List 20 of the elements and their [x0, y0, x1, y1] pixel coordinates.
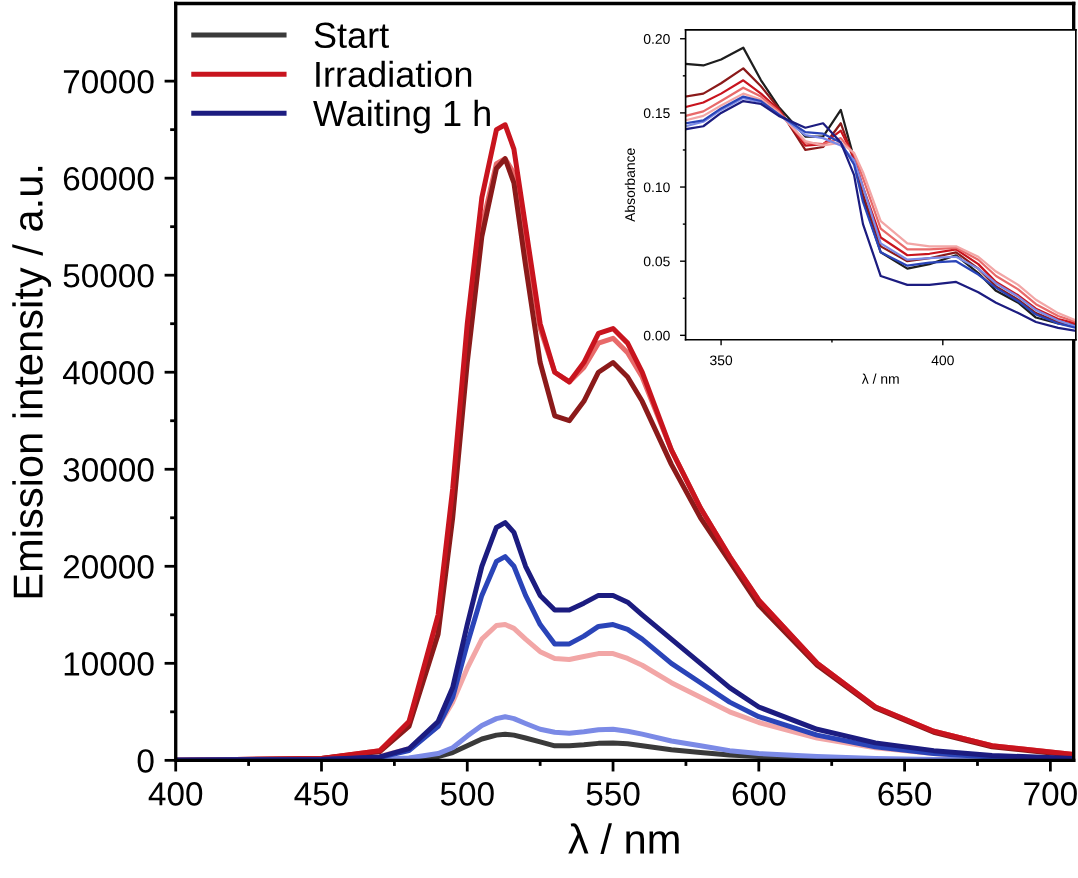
- y-tick-label: 70000: [63, 69, 154, 94]
- x-tick-label: 500: [440, 782, 494, 806]
- y-tick-label: 20000: [63, 555, 154, 579]
- x-tick-label: 650: [878, 782, 932, 806]
- x-axis-title: λ / nm: [568, 823, 679, 854]
- x-tick-label: 400: [148, 782, 203, 806]
- x-tick-label: 450: [294, 782, 348, 806]
- y-tick-label: 40000: [62, 361, 154, 385]
- y-tick-label: 50000: [63, 264, 154, 288]
- y-axis-title: Emission intensity / a.u.: [12, 166, 52, 598]
- legend-label: Irradiation: [316, 60, 472, 88]
- y-tick-label: 60000: [63, 166, 154, 191]
- x-tick-label: 700: [1024, 782, 1077, 806]
- x-tick-label: 550: [586, 782, 640, 806]
- y-tick-label: 0: [137, 749, 154, 773]
- y-tick-label: 10000: [64, 652, 154, 676]
- legend-label: Waiting 1 h: [313, 99, 490, 134]
- legend-label: Start: [314, 22, 389, 49]
- y-tick-label: 30000: [63, 458, 154, 482]
- x-tick-label: 600: [732, 782, 786, 806]
